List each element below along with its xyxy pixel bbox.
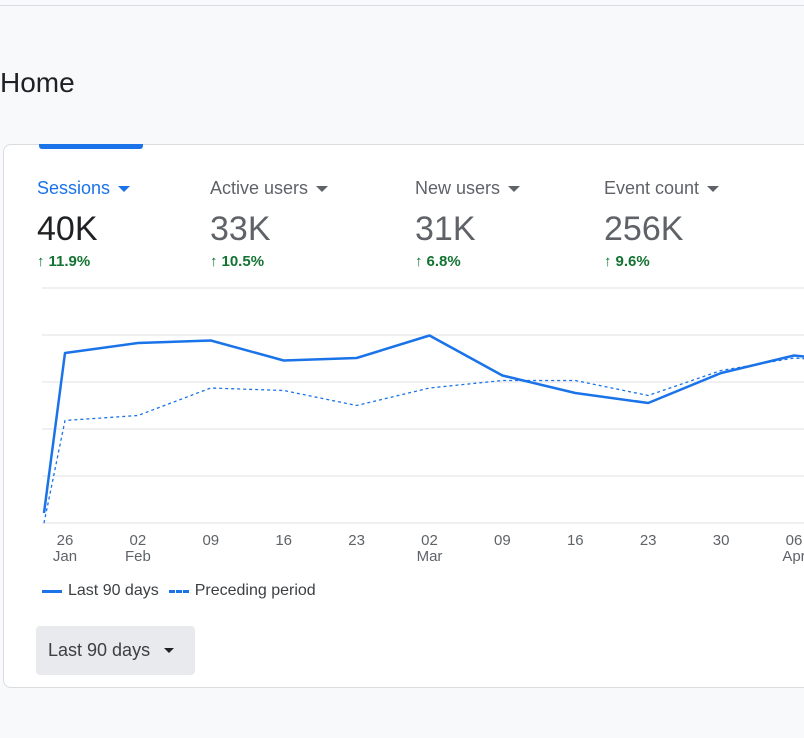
metric-value: 31K: [415, 210, 476, 248]
metric-tab-sessions[interactable]: Sessions 40K ↑ 11.9%: [37, 175, 131, 270]
arrow-up-icon: ↑: [37, 253, 45, 270]
selected-tab-indicator: [39, 144, 143, 149]
metric-value: 256K: [604, 210, 684, 248]
chevron-down-icon[interactable]: [118, 186, 131, 192]
top-divider: [0, 5, 804, 6]
metric-change: ↑ 9.6%: [604, 253, 719, 270]
x-tick-label: 23: [348, 532, 365, 549]
chevron-down-icon[interactable]: [508, 186, 521, 192]
x-tick-label: 09: [494, 532, 511, 549]
date-range-label: Last 90 days: [48, 640, 151, 660]
series-line-preceding: [43, 357, 804, 524]
solid-line-swatch: [42, 589, 62, 593]
metric-change-value: 6.8%: [426, 253, 461, 270]
x-tick-label: 06: [786, 532, 803, 549]
x-tick-label: 23: [640, 532, 657, 549]
metric-value: 40K: [37, 210, 98, 248]
metric-tab-event-count[interactable]: Event count 256K ↑ 9.6%: [604, 175, 720, 270]
metric-label: Event count: [604, 177, 700, 198]
arrow-up-icon: ↑: [604, 253, 612, 270]
x-tick-month-label: Apr: [782, 548, 804, 565]
arrow-up-icon: ↑: [210, 253, 218, 270]
series-line-current: [42, 334, 804, 514]
legend-label: Last 90 days: [68, 582, 159, 599]
metric-value: 33K: [210, 210, 271, 248]
chevron-down-icon[interactable]: [707, 186, 720, 192]
chevron-down-icon: [164, 648, 175, 653]
x-tick-month-label: Jan: [53, 548, 77, 565]
x-tick-label: 16: [275, 532, 292, 549]
x-tick-label: 16: [567, 532, 584, 549]
x-tick-label: 02: [130, 532, 147, 549]
metric-tab-new-users[interactable]: New users 31K ↑ 6.8%: [415, 175, 521, 270]
x-tick-label: 09: [202, 532, 219, 549]
metric-change: ↑ 6.8%: [415, 253, 520, 270]
legend-label: Preceding period: [194, 582, 316, 599]
metric-label: Sessions: [37, 177, 111, 198]
page-title: Home: [0, 67, 75, 98]
metric-change-value: 10.5%: [221, 253, 265, 270]
x-tick-month-label: Feb: [125, 548, 151, 565]
metric-change-value: 9.6%: [615, 253, 650, 270]
x-tick-label: 02: [421, 532, 438, 549]
arrow-up-icon: ↑: [415, 253, 423, 270]
metric-label: Active users: [210, 177, 309, 198]
x-tick-label: 26: [57, 532, 74, 549]
metric-change: ↑ 11.9%: [37, 253, 130, 270]
metric-tab-active-users[interactable]: Active users 33K ↑ 10.5%: [210, 175, 329, 270]
legend-item-current[interactable]: Last 90 days: [42, 582, 159, 600]
chart-legend: Last 90 days Preceding period: [42, 582, 316, 600]
x-tick-month-label: Mar: [417, 548, 443, 565]
legend-item-previous[interactable]: Preceding period: [168, 582, 316, 600]
dashed-line-swatch: [168, 589, 189, 593]
metric-change-value: 11.9%: [48, 253, 91, 270]
x-tick-label: 30: [713, 532, 730, 549]
chevron-down-icon[interactable]: [316, 186, 329, 192]
metric-change: ↑ 10.5%: [210, 253, 328, 270]
date-range-dropdown[interactable]: Last 90 days: [36, 626, 195, 675]
metric-label: New users: [415, 177, 501, 198]
overview-card: Sessions 40K ↑ 11.9% Active users 33K ↑ …: [3, 144, 804, 688]
